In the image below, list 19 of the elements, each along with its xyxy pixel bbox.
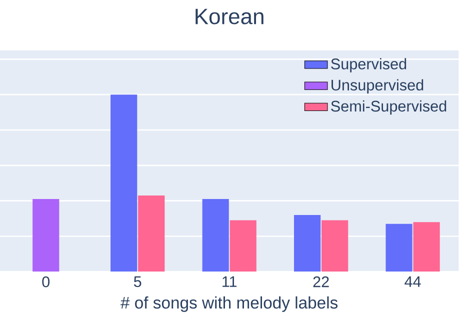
bar xyxy=(202,199,229,272)
chart-title: Korean xyxy=(196,8,264,24)
x-tick-label: 5 xyxy=(134,276,142,288)
x-axis-title: # of songs with melody labels xyxy=(120,296,338,312)
x-tick-label: 11 xyxy=(222,276,237,287)
bar xyxy=(386,224,412,272)
bar xyxy=(413,222,440,272)
bar xyxy=(138,196,165,272)
x-tick-label: 0 xyxy=(42,276,50,288)
bar xyxy=(294,214,321,272)
bar xyxy=(32,199,60,272)
bar xyxy=(322,220,348,272)
legend-label: Unsupervised xyxy=(332,79,424,94)
legend-label: Semi-Supervised xyxy=(331,100,446,115)
bar xyxy=(230,220,256,272)
x-tick-label: 44 xyxy=(404,276,421,287)
bar xyxy=(110,94,138,272)
x-tick-label: 22 xyxy=(313,276,329,288)
legend-label: Supervised xyxy=(331,58,406,72)
